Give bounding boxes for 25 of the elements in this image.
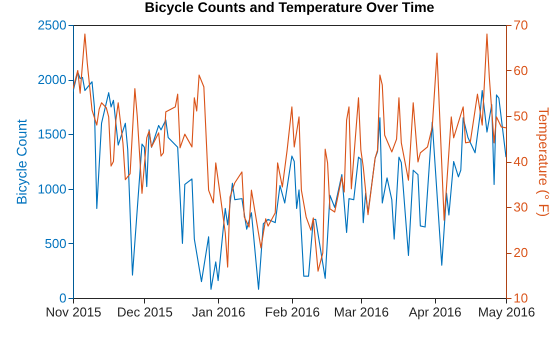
y-tick-label: 1000 [38, 181, 66, 196]
x-tick-label: Nov 2015 [46, 304, 102, 320]
x-tick-label: Jan 2016 [192, 304, 246, 320]
x-tick-label: May 2016 [478, 304, 536, 320]
y-tick-label: 2000 [38, 72, 66, 88]
y-tick-label: 1500 [38, 126, 66, 142]
chart-title: Bicycle Counts and Temperature Over Time [144, 0, 435, 15]
y2-tick-label: 50 [514, 108, 528, 124]
line-series [73, 71, 506, 290]
y2-tick-label: 70 [514, 18, 528, 32]
y2-tick-label: 20 [514, 245, 528, 260]
y-tick-label: 500 [44, 236, 66, 251]
y-axis-title: Bicycle Count [14, 119, 30, 205]
x-tick-label: Dec 2015 [117, 304, 173, 320]
x-tick-label: Mar 2016 [334, 304, 389, 320]
y2-tick-label: 30 [514, 200, 528, 214]
y-tick-label: 2500 [38, 18, 66, 32]
x-tick-label: Feb 2016 [264, 304, 320, 320]
y2-axis-title: Temperature (° F) [536, 107, 552, 217]
y2-tick-label: 60 [514, 63, 528, 78]
y2-tick-label: 10 [514, 290, 528, 306]
line-series [73, 34, 506, 272]
x-tick-label: Apr 2016 [408, 304, 462, 320]
y2-tick-label: 40 [514, 154, 528, 169]
y-tick-label: 0 [59, 290, 66, 306]
